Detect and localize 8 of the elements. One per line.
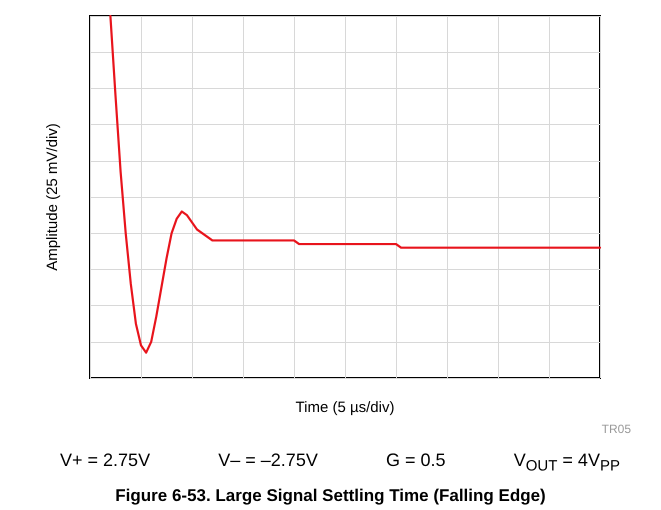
text: TR05 — [602, 422, 631, 436]
text: G = 0.5 — [386, 450, 446, 472]
text: Figure 6-53. Large Signal Settling Time (Falling Edge) — [114, 486, 547, 506]
text: V– = –2.75V — [218, 450, 318, 472]
text: V$_{OUT}$ = 4V$_{PP}$ — [514, 450, 620, 475]
text: V+ = 2.75V — [60, 450, 150, 472]
y-axis-title: Amplitude (25 mV/div) — [44, 123, 61, 271]
x-axis-title: Time (5 µs/div) — [296, 399, 394, 416]
